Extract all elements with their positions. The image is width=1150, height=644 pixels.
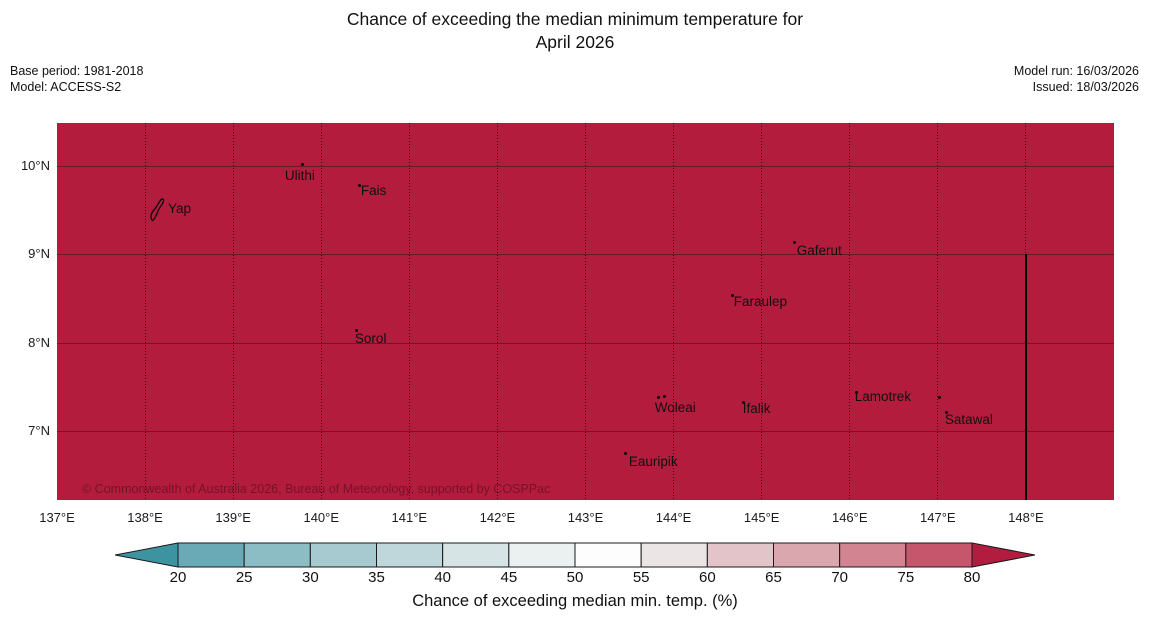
island-marker-sorol	[355, 328, 359, 332]
island-marker-woleai-1	[663, 394, 667, 398]
model-text: Model: ACCESS-S2	[10, 79, 122, 94]
island-marker-gaferut	[793, 240, 797, 244]
island-outline-yap	[148, 196, 169, 228]
colorbar-tick-label-20: 20	[169, 569, 187, 586]
colorbar-tick-label-65: 65	[765, 569, 782, 586]
base-period-text: Base period: 1981-2018	[10, 64, 144, 78]
x-tick-label-147: 147°E	[920, 510, 956, 525]
latitude-gridline-7	[57, 431, 1114, 432]
colorbar-tick-label-30: 30	[301, 569, 319, 586]
longitude-gridline-140	[320, 123, 322, 500]
model-run-text: Model run: 16/03/2026	[1013, 64, 1139, 78]
island-label-eauripik: Eauripik	[628, 454, 678, 470]
island-marker-satawal	[945, 410, 949, 414]
island-marker-woleai-0	[657, 395, 661, 399]
island-label-fais: Fais	[360, 183, 387, 199]
island-label-satawal: Satawal	[944, 412, 993, 428]
y-tick-label-9: 9°N	[28, 246, 50, 262]
longitude-gridline-147	[937, 123, 939, 500]
issued-text: Issued: 18/03/2026	[1032, 79, 1139, 94]
island-label-gaferut: Gaferut	[796, 243, 842, 259]
island-label-ifalik: Ifalik	[742, 400, 771, 416]
copyright-text: © Commonwealth of Australia 2026, Bureau…	[82, 482, 551, 496]
x-tick-label-148: 148°E	[1008, 510, 1044, 525]
island-label-ulithi: Ulithi	[284, 168, 315, 184]
y-tick-label-10: 10°N	[20, 158, 50, 174]
island-marker-ulithi	[301, 162, 305, 166]
x-tick-label-143: 143°E	[567, 510, 604, 525]
island-marker-eauripik	[624, 451, 628, 455]
page-title: Chance of exceeding the median minimum t…	[0, 8, 1150, 54]
x-tick-label-137: 137°E	[39, 510, 75, 525]
island-marker-ifalik	[742, 401, 746, 405]
x-tick-label-140: 140°E	[303, 510, 340, 525]
island-marker-lamotrek	[855, 391, 859, 394]
colorbar-tick-label-50: 50	[566, 569, 584, 586]
x-tick-label-139: 139°E	[215, 510, 251, 525]
island-label-faraulep: Faraulep	[733, 294, 788, 310]
x-tick-label-142: 142°E	[479, 510, 516, 525]
longitude-gridline-146	[849, 123, 851, 500]
island-marker-fais	[358, 183, 362, 187]
model-info: Base period: 1981-2018 Model: ACCESS-S2	[10, 64, 143, 95]
colorbar-tick-label-80: 80	[963, 569, 981, 586]
colorbar-tick-label-75: 75	[897, 569, 915, 586]
colorbar-tick-label-40: 40	[434, 569, 451, 586]
longitude-gridline-144	[673, 123, 675, 500]
island-label-lamotrek: Lamotrek	[854, 388, 912, 404]
title-line-1: Chance of exceeding the median minimum t…	[346, 9, 804, 29]
colorbar-tick-label-25: 25	[235, 569, 253, 586]
island-label-sorol: Sorol	[354, 331, 387, 347]
region-boundary-line	[1024, 254, 1027, 500]
colorbar	[114, 542, 1036, 569]
colorbar-tick-label-35: 35	[368, 569, 385, 586]
colorbar-graphic	[114, 542, 1036, 568]
island-marker-unnamed-0	[938, 395, 942, 399]
y-tick-label-8: 8°N	[28, 334, 50, 350]
longitude-gridline-138	[144, 123, 146, 500]
island-label-yap: Yap	[167, 201, 191, 217]
longitude-gridline-139	[232, 123, 234, 500]
x-tick-label-144: 144°E	[655, 510, 692, 525]
longitude-gridline-143	[585, 123, 586, 500]
x-tick-label-145: 145°E	[743, 510, 780, 525]
latitude-gridline-10	[57, 166, 1114, 168]
title-line-2: April 2026	[535, 32, 615, 52]
island-marker-faraulep	[731, 293, 735, 297]
longitude-gridline-142	[496, 123, 498, 500]
x-tick-label-138: 138°E	[127, 510, 163, 525]
x-tick-label-141: 141°E	[391, 510, 428, 525]
longitude-gridline-145	[761, 123, 763, 500]
latitude-gridline-8	[57, 342, 1114, 344]
colorbar-tick-label-70: 70	[831, 569, 848, 586]
longitude-gridline-141	[408, 123, 410, 500]
latitude-gridline-9	[57, 254, 1114, 256]
run-info: Model run: 16/03/2026 Issued: 18/03/2026	[1014, 64, 1139, 95]
island-label-woleai: Woleai	[654, 400, 696, 416]
x-tick-label-146: 146°E	[831, 510, 868, 525]
colorbar-tick-label-45: 45	[500, 569, 518, 586]
colorbar-tick-label-60: 60	[698, 569, 716, 586]
colorbar-title: Chance of exceeding median min. temp. (%…	[412, 592, 738, 610]
y-tick-label-7: 7°N	[28, 423, 50, 438]
colorbar-tick-label-55: 55	[632, 569, 650, 586]
map-canvas: © Commonwealth of Australia 2026, Bureau…	[57, 123, 1114, 500]
